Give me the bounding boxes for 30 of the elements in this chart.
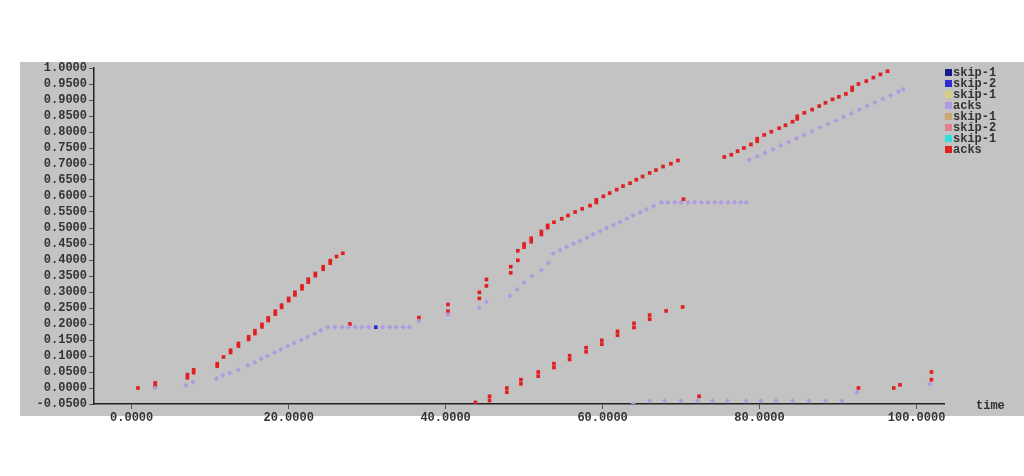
y-tick-label: 0.7500 xyxy=(43,141,87,156)
y-tick-label: 0.0500 xyxy=(43,365,87,380)
y-tick-label: 1.0000 xyxy=(43,61,87,76)
x-tick-label: 0.0000 xyxy=(110,411,154,426)
x-tick-label: 80.0000 xyxy=(734,411,785,426)
x-tick-label: 20.0000 xyxy=(263,411,314,426)
y-tick-label: 0.4000 xyxy=(43,253,87,268)
y-tick-label: 0.6500 xyxy=(43,173,87,188)
y-tick-label: 0.5500 xyxy=(43,205,87,220)
y-tick-label: 0.8500 xyxy=(43,109,87,124)
y-tick-label: 0.0000 xyxy=(43,381,87,396)
x-tick-label: 100.0000 xyxy=(887,411,946,426)
x-tick-label: 60.0000 xyxy=(577,411,628,426)
y-tick-label: 0.6000 xyxy=(43,189,87,204)
y-tick-label: 0.1500 xyxy=(43,333,87,348)
y-tick-label: 0.8000 xyxy=(43,125,87,140)
legend-label: acks xyxy=(953,143,982,158)
y-tick-label: 0.5000 xyxy=(43,221,87,236)
y-tick-label: 0.2500 xyxy=(43,301,87,316)
y-tick-label: 0.2000 xyxy=(43,317,87,332)
y-tick-label: 0.3500 xyxy=(43,269,87,284)
x-tick-label: 40.0000 xyxy=(420,411,471,426)
x-axis-title: time xyxy=(976,399,1005,414)
y-tick-label: 0.9000 xyxy=(43,93,87,108)
y-tick-label: 0.9500 xyxy=(43,77,87,92)
y-tick-label: -0.0500 xyxy=(36,397,87,412)
y-tick-label: 0.4500 xyxy=(43,237,87,252)
y-tick-label: 0.7000 xyxy=(43,157,87,172)
y-tick-label: 0.3000 xyxy=(43,285,87,300)
y-tick-label: 0.1000 xyxy=(43,349,87,364)
